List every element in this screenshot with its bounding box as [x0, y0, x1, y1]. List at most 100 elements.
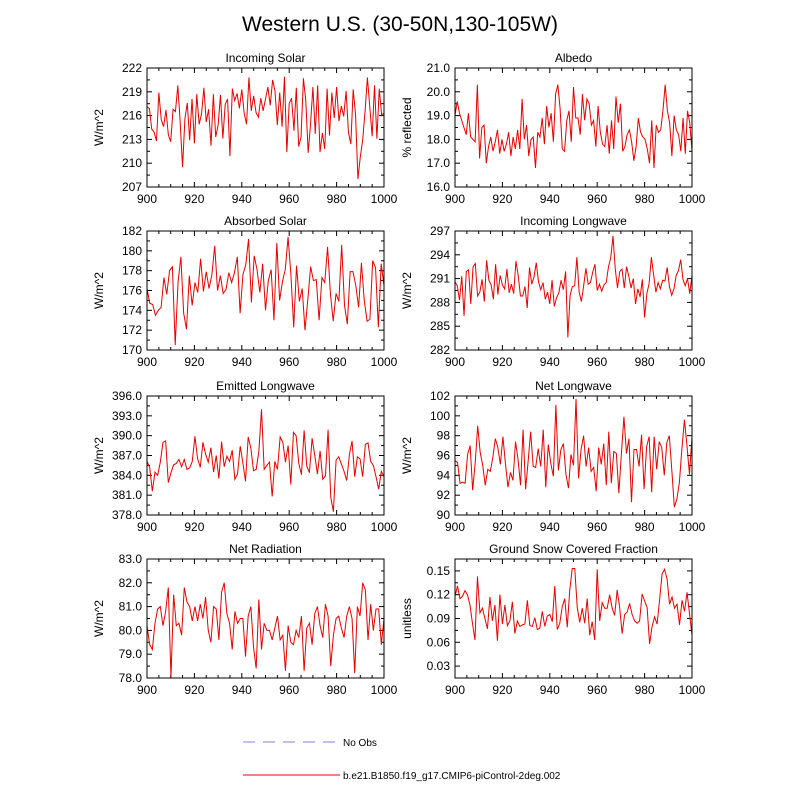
x-tick-label: 920: [184, 355, 204, 369]
panel-net-radiation: Net Radiation 78.0 79.0 80.0 81.0 82.0 83.0 900…: [92, 542, 398, 697]
x-tick-label: 960: [279, 683, 299, 697]
y-tick-label: 210: [122, 156, 142, 170]
y-axis-label: W/m^2: [92, 109, 106, 146]
x-tick-label: 980: [635, 192, 655, 206]
y-tick-label: 79.0: [119, 647, 143, 661]
y-tick-label: 92: [437, 488, 451, 502]
plot-frame: [454, 230, 693, 351]
y-tick-label: 174: [122, 303, 142, 317]
y-axis-label: % reflected: [400, 97, 414, 157]
panel-title: Net Radiation: [229, 542, 302, 556]
x-tick-label: 900: [137, 192, 157, 206]
plot-frame: [146, 67, 385, 188]
y-tick-label: 180: [122, 244, 142, 258]
y-axis-label: W/m^2: [92, 437, 106, 474]
y-axis-label: unitless: [400, 598, 414, 639]
y-tick-label: 207: [122, 180, 142, 194]
y-tick-label: 0.03: [427, 659, 451, 673]
y-tick-label: 0.12: [427, 588, 451, 602]
y-axis-label: W/m^2: [400, 437, 414, 474]
y-tick-label: 176: [122, 284, 142, 298]
x-tick-label: 960: [587, 355, 607, 369]
x-tick-label: 980: [635, 683, 655, 697]
y-tick-label: 17.0: [427, 156, 451, 170]
x-tick-label: 980: [327, 520, 347, 534]
x-tick-label: 940: [540, 192, 560, 206]
y-tick-label: 90: [437, 508, 451, 522]
y-tick-label: 291: [430, 272, 450, 286]
y-tick-label: 16.0: [427, 180, 451, 194]
y-tick-label: 384.0: [112, 468, 142, 482]
y-tick-label: 18.0: [427, 132, 451, 146]
x-tick-label: 940: [540, 355, 560, 369]
x-tick-label: 900: [137, 355, 157, 369]
x-tick-label: 920: [492, 355, 512, 369]
y-tick-label: 98: [437, 429, 451, 443]
x-tick-label: 960: [279, 520, 299, 534]
panel-title: Ground Snow Covered Fraction: [489, 542, 658, 556]
plot-frame: [454, 558, 693, 679]
plot-frame: [454, 67, 693, 188]
y-tick-label: 83.0: [119, 552, 143, 566]
x-tick-label: 940: [232, 355, 252, 369]
x-tick-label: 1000: [679, 683, 706, 697]
series-line-model: [454, 84, 693, 168]
y-tick-label: 82.0: [119, 576, 143, 590]
x-tick-label: 960: [279, 192, 299, 206]
x-tick-label: 900: [445, 355, 465, 369]
x-tick-label: 920: [184, 192, 204, 206]
x-tick-label: 980: [327, 355, 347, 369]
y-tick-label: 396.0: [112, 389, 142, 403]
x-tick-label: 1000: [371, 355, 398, 369]
y-tick-label: 21.0: [427, 61, 451, 75]
series-line-model: [454, 398, 693, 508]
y-tick-label: 80.0: [119, 623, 143, 637]
y-tick-label: 102: [430, 389, 450, 403]
series-line-model: [454, 235, 693, 338]
panel-incoming-solar: Incoming Solar 207 210 213 216 219 222 900 920 94…: [92, 51, 398, 206]
plot-frame: [146, 395, 385, 516]
panel-title: Incoming Longwave: [520, 214, 627, 228]
panel-incoming-longwave: Incoming Longwave 282 285 288 291 294 297 900 92…: [400, 214, 706, 369]
x-tick-label: 960: [587, 520, 607, 534]
x-tick-label: 1000: [371, 192, 398, 206]
y-tick-label: 0.09: [427, 612, 451, 626]
x-tick-label: 920: [492, 192, 512, 206]
x-tick-label: 900: [445, 683, 465, 697]
panel-title: Absorbed Solar: [224, 214, 307, 228]
y-tick-label: 100: [430, 409, 450, 423]
y-tick-label: 78.0: [119, 671, 143, 685]
y-tick-label: 213: [122, 132, 142, 146]
x-tick-label: 1000: [371, 520, 398, 534]
panel-albedo: Albedo 16.0 17.0 18.0 19.0 20.0 21.0 900 920 940 9…: [400, 51, 706, 206]
x-tick-label: 920: [492, 520, 512, 534]
x-tick-label: 920: [184, 683, 204, 697]
panel-title: Emitted Longwave: [216, 379, 315, 393]
x-tick-label: 900: [137, 520, 157, 534]
x-tick-label: 960: [587, 683, 607, 697]
x-tick-label: 940: [232, 520, 252, 534]
y-tick-label: 381.0: [112, 488, 142, 502]
x-tick-label: 900: [137, 683, 157, 697]
x-tick-label: 900: [445, 520, 465, 534]
panel-title: Albedo: [555, 51, 593, 65]
x-tick-label: 980: [635, 355, 655, 369]
x-tick-label: 920: [492, 683, 512, 697]
y-tick-label: 178: [122, 264, 142, 278]
series-line-model: [146, 76, 385, 180]
series-line-model: [454, 567, 693, 644]
y-tick-label: 96: [437, 449, 451, 463]
panel-grid: Incoming Solar 207 210 213 216 219 222 900 920 94…: [92, 51, 706, 697]
y-tick-label: 172: [122, 323, 142, 337]
y-tick-label: 390.0: [112, 429, 142, 443]
figure-title: Western U.S. (30-50N,130-105W): [242, 13, 558, 36]
x-tick-label: 980: [635, 520, 655, 534]
legend: No Obs b.e21.B1850.f19_g17.CMIP6-piContr…: [243, 738, 561, 782]
y-tick-label: 393.0: [112, 409, 142, 423]
y-tick-label: 219: [122, 85, 142, 99]
y-tick-label: 285: [430, 319, 450, 333]
y-axis-label: W/m^2: [92, 600, 106, 637]
panel-title: Incoming Solar: [225, 51, 305, 65]
x-tick-label: 960: [279, 355, 299, 369]
